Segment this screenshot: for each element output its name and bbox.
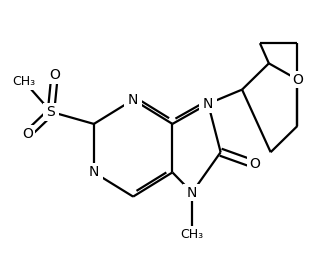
FancyBboxPatch shape — [183, 184, 201, 201]
FancyBboxPatch shape — [47, 67, 62, 84]
FancyBboxPatch shape — [181, 226, 204, 244]
FancyBboxPatch shape — [20, 125, 35, 143]
FancyBboxPatch shape — [85, 163, 103, 181]
Text: N: N — [187, 186, 197, 200]
FancyBboxPatch shape — [124, 91, 142, 109]
FancyBboxPatch shape — [199, 95, 217, 113]
Text: CH₃: CH₃ — [13, 75, 36, 88]
Text: CH₃: CH₃ — [181, 228, 204, 242]
Text: O: O — [292, 73, 303, 87]
Text: S: S — [47, 105, 55, 119]
Text: N: N — [89, 165, 99, 179]
Text: N: N — [128, 93, 138, 107]
FancyBboxPatch shape — [290, 70, 305, 88]
Text: O: O — [22, 127, 33, 141]
Text: O: O — [49, 68, 60, 82]
Text: O: O — [249, 157, 260, 171]
FancyBboxPatch shape — [43, 103, 59, 121]
FancyBboxPatch shape — [247, 155, 262, 173]
Text: N: N — [203, 97, 213, 111]
FancyBboxPatch shape — [12, 73, 37, 90]
